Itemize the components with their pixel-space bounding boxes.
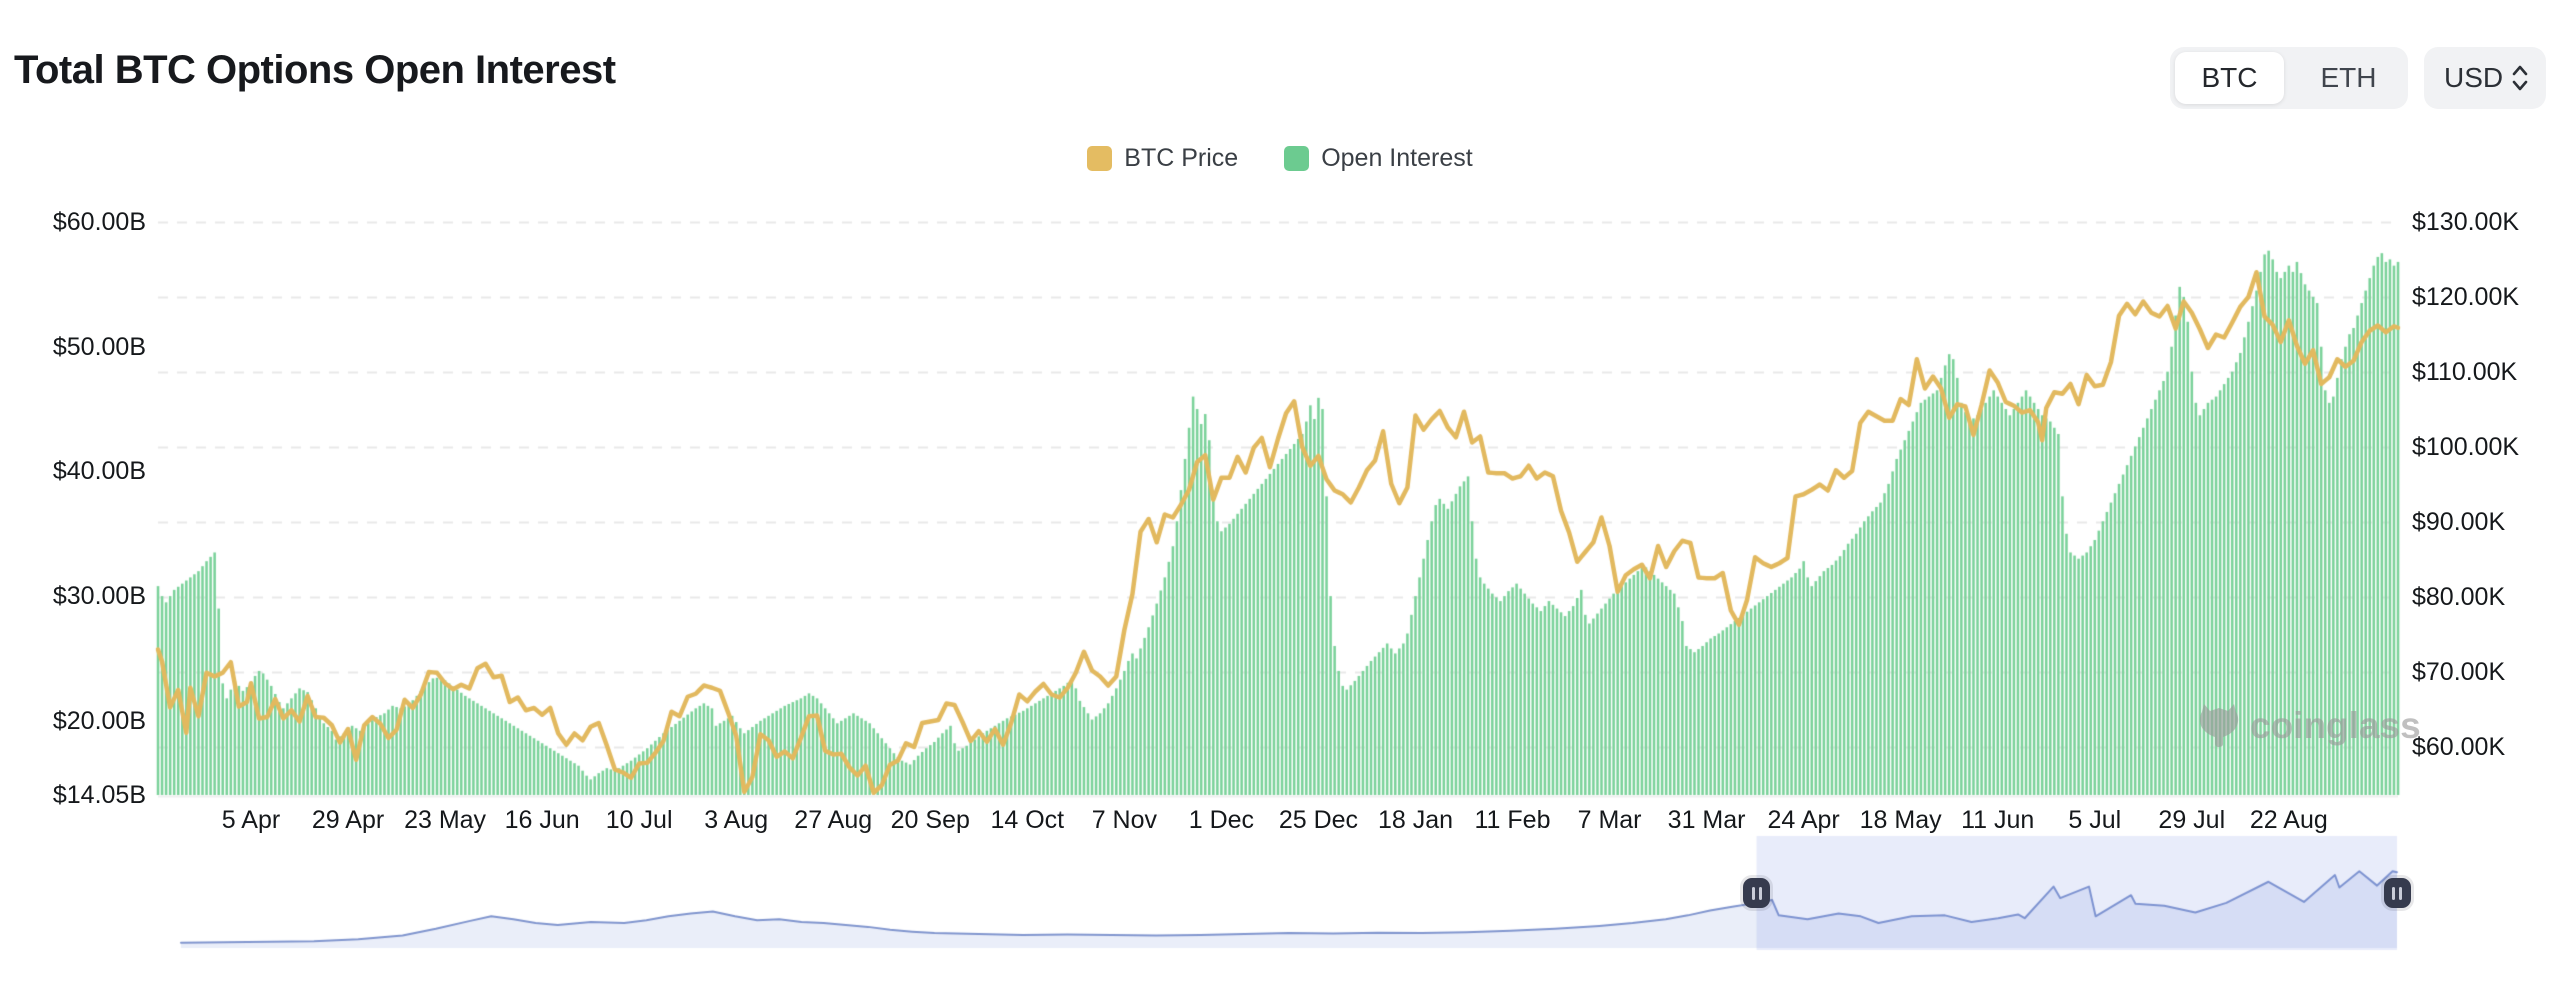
y-axis-tick-label-right: $80.00K bbox=[2412, 583, 2506, 611]
x-axis-tick-label: 24 Apr bbox=[1767, 806, 1840, 834]
y-axis-tick-label-right: $130.00K bbox=[2412, 208, 2520, 236]
x-axis-tick-label: 22 Aug bbox=[2249, 806, 2328, 834]
x-axis-tick-label: 25 Dec bbox=[1278, 806, 1359, 834]
y-axis-tick-label-right: $90.00K bbox=[2412, 508, 2506, 536]
x-axis-tick-label: 27 Aug bbox=[794, 806, 873, 834]
y-axis-tick-label-left: $60.00B bbox=[52, 208, 146, 236]
x-axis-tick-label: 11 Feb bbox=[1474, 806, 1551, 834]
x-axis-tick-label: 5 Jul bbox=[2068, 806, 2122, 834]
navigator-selected-range[interactable] bbox=[1757, 836, 2397, 950]
x-axis-tick-label: 31 Mar bbox=[1667, 806, 1746, 834]
x-axis-tick-label: 10 Jul bbox=[605, 806, 673, 834]
x-axis-tick-label: 7 Nov bbox=[1091, 806, 1157, 834]
y-axis-tick-label-right: $120.00K bbox=[2412, 283, 2520, 311]
x-axis-tick-label: 23 May bbox=[404, 806, 487, 834]
y-axis-tick-label-right: $60.00K bbox=[2412, 733, 2506, 761]
y-axis-tick-label-left: $14.05B bbox=[52, 781, 146, 809]
x-axis-tick-label: 14 Oct bbox=[990, 806, 1065, 834]
x-axis-tick-label: 5 Apr bbox=[221, 806, 281, 834]
y-axis-tick-label-right: $70.00K bbox=[2412, 658, 2506, 686]
x-axis-tick-label: 20 Sep bbox=[890, 806, 970, 834]
x-axis-tick-label: 29 Apr bbox=[311, 806, 385, 834]
x-axis-tick-label: 18 Jan bbox=[1377, 806, 1453, 834]
y-axis-tick-label-left: $50.00B bbox=[52, 332, 146, 361]
navigator-left-handle[interactable] bbox=[1743, 878, 1771, 908]
y-axis-tick-label-left: $40.00B bbox=[52, 457, 146, 486]
x-axis-tick-label: 11 Jun bbox=[1961, 806, 2035, 834]
x-axis-tick-label: 3 Aug bbox=[704, 806, 769, 834]
x-axis-tick-label: 16 Jun bbox=[504, 806, 580, 834]
navigator-right-handle[interactable] bbox=[2383, 878, 2411, 908]
y-axis-tick-label-left: $20.00B bbox=[52, 706, 146, 735]
x-axis-tick-label: 29 Jul bbox=[2158, 806, 2226, 834]
y-axis-tick-label-left: $30.00B bbox=[52, 582, 146, 611]
x-axis-tick-label: 1 Dec bbox=[1188, 806, 1255, 834]
y-axis-tick-label-right: $100.00K bbox=[2412, 433, 2520, 461]
x-axis-tick-label: 7 Mar bbox=[1577, 806, 1642, 834]
y-axis-tick-label-right: $110.00K bbox=[2412, 358, 2518, 386]
x-axis-tick-label: 18 May bbox=[1859, 806, 1942, 834]
